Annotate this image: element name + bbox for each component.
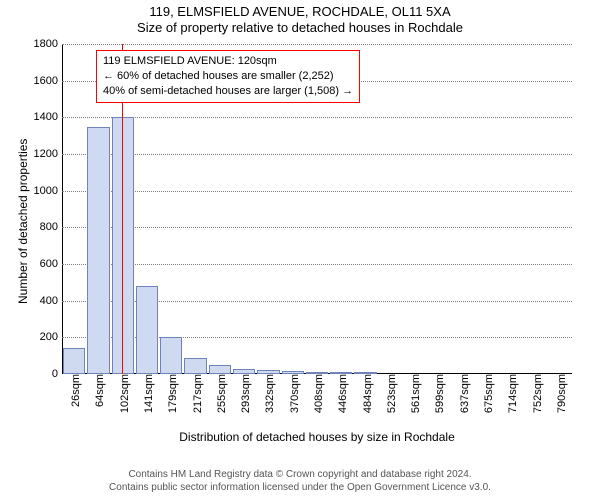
y-tick-label: 0: [52, 368, 62, 380]
x-tick-label: 790sqm: [552, 374, 568, 413]
plot-area: 02004006008001000120014001600180026sqm64…: [62, 44, 572, 374]
y-tick-label: 1400: [34, 111, 62, 123]
chart-container: 119, ELMSFIELD AVENUE, ROCHDALE, OL11 5X…: [0, 0, 600, 500]
y-axis-title: Number of detached properties: [16, 139, 30, 304]
x-tick-label: 64sqm: [90, 374, 106, 407]
y-tick-label: 1200: [34, 148, 62, 160]
gridline: [62, 264, 572, 265]
x-tick-label: 446sqm: [333, 374, 349, 413]
x-tick-label: 714sqm: [503, 374, 519, 413]
y-tick-label: 400: [40, 295, 62, 307]
histogram-bar: [184, 358, 206, 375]
x-tick-label: 637sqm: [455, 374, 471, 413]
y-axis-line: [62, 44, 63, 374]
x-tick-label: 141sqm: [139, 374, 155, 413]
histogram-bar: [63, 348, 85, 374]
x-tick-label: 675sqm: [479, 374, 495, 413]
annotation-line: ← 60% of detached houses are smaller (2,…: [103, 69, 353, 84]
chart-title: 119, ELMSFIELD AVENUE, ROCHDALE, OL11 5X…: [0, 0, 600, 20]
gridline: [62, 227, 572, 228]
x-tick-label: 255sqm: [212, 374, 228, 413]
chart-footer: Contains HM Land Registry data © Crown c…: [0, 469, 600, 494]
gridline: [62, 117, 572, 118]
annotation-line: 40% of semi-detached houses are larger (…: [103, 84, 353, 99]
histogram-bar: [136, 286, 158, 374]
x-tick-label: 179sqm: [163, 374, 179, 413]
y-tick-label: 800: [40, 221, 62, 233]
x-tick-label: 217sqm: [188, 374, 204, 413]
x-tick-label: 752sqm: [528, 374, 544, 413]
x-tick-label: 102sqm: [115, 374, 131, 413]
x-tick-label: 370sqm: [285, 374, 301, 413]
histogram-bar: [87, 127, 109, 375]
x-axis-title: Distribution of detached houses by size …: [62, 430, 572, 444]
gridline: [62, 44, 572, 45]
annotation-line: 119 ELMSFIELD AVENUE: 120sqm: [103, 54, 353, 69]
y-tick-label: 1000: [34, 185, 62, 197]
chart-subtitle: Size of property relative to detached ho…: [0, 20, 600, 38]
footer-line-1: Contains HM Land Registry data © Crown c…: [0, 469, 600, 482]
footer-line-2: Contains public sector information licen…: [0, 482, 600, 495]
y-tick-label: 200: [40, 331, 62, 343]
annotation-box: 119 ELMSFIELD AVENUE: 120sqm← 60% of det…: [96, 50, 360, 103]
histogram-bar: [160, 337, 182, 374]
x-tick-label: 523sqm: [382, 374, 398, 413]
x-tick-label: 26sqm: [66, 374, 82, 407]
x-tick-label: 599sqm: [430, 374, 446, 413]
x-tick-label: 408sqm: [309, 374, 325, 413]
x-tick-label: 293sqm: [236, 374, 252, 413]
x-tick-label: 332sqm: [260, 374, 276, 413]
y-tick-label: 1600: [34, 75, 62, 87]
y-tick-label: 600: [40, 258, 62, 270]
x-tick-label: 561sqm: [406, 374, 422, 413]
y-tick-label: 1800: [34, 38, 62, 50]
x-tick-label: 484sqm: [358, 374, 374, 413]
histogram-bar: [209, 365, 231, 374]
gridline: [62, 154, 572, 155]
gridline: [62, 191, 572, 192]
